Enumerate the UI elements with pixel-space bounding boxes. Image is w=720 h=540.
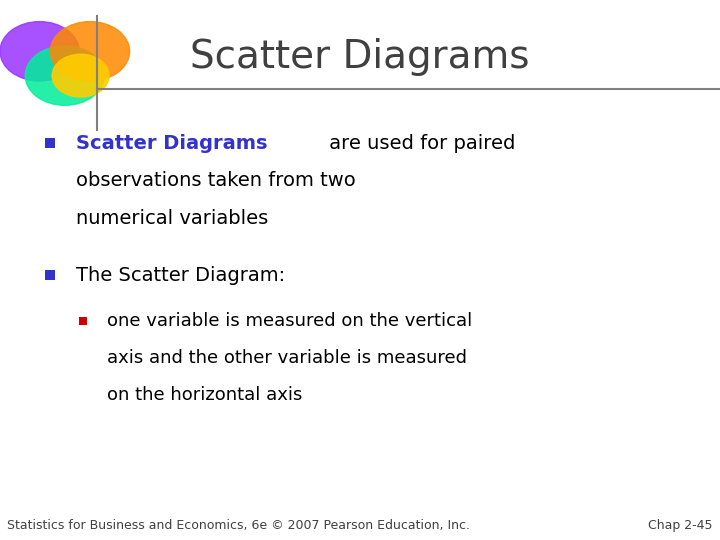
Text: observations taken from two: observations taken from two xyxy=(76,171,356,191)
Text: on the horizontal axis: on the horizontal axis xyxy=(107,386,302,404)
Text: axis and the other variable is measured: axis and the other variable is measured xyxy=(107,349,467,367)
Text: Scatter Diagrams: Scatter Diagrams xyxy=(76,133,267,153)
Text: The Scatter Diagram:: The Scatter Diagram: xyxy=(76,266,284,285)
Text: Statistics for Business and Economics, 6e © 2007 Pearson Education, Inc.: Statistics for Business and Economics, 6… xyxy=(7,519,470,532)
Text: Chap 2-45: Chap 2-45 xyxy=(648,519,713,532)
Text: one variable is measured on the vertical: one variable is measured on the vertical xyxy=(107,312,472,330)
Text: are used for paired: are used for paired xyxy=(323,133,515,153)
Text: Scatter Diagrams: Scatter Diagrams xyxy=(190,38,530,76)
Text: numerical variables: numerical variables xyxy=(76,209,268,228)
